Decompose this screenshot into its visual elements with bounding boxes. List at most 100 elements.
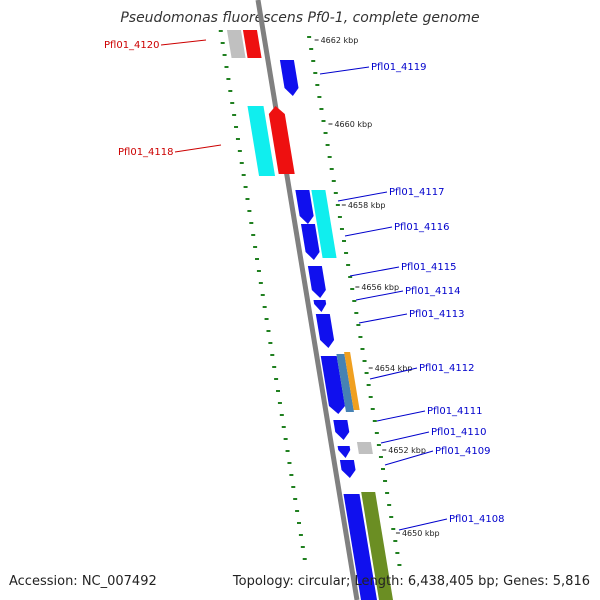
gc-dot-left: [291, 486, 296, 488]
gene-label-leader: [349, 266, 400, 277]
gc-dot-left: [234, 126, 239, 128]
gene-feature: [336, 354, 354, 412]
gene-feature: [300, 224, 320, 260]
gc-dot-right: [362, 360, 367, 362]
gc-dot-right: [383, 480, 388, 482]
gc-dot-right: [350, 288, 355, 290]
tick-label: 4656 kbp: [361, 283, 399, 292]
gc-dot-right: [368, 396, 373, 398]
tick-label: 4662 kbp: [321, 36, 359, 45]
gc-dot-left: [272, 366, 277, 368]
gc-dot-track: [218, 30, 402, 566]
gc-dot-left: [232, 114, 237, 116]
gc-dot-right: [364, 372, 369, 374]
gene-feature: [247, 106, 276, 176]
tick-label: 4654 kbp: [375, 364, 413, 373]
gc-dot-left: [230, 102, 235, 104]
gene-label: Pfl01_4114: [405, 286, 461, 297]
gene-label-leader: [355, 290, 404, 301]
gc-dot-left: [247, 210, 252, 212]
gc-dot-left: [295, 510, 300, 512]
gene-label-leader: [380, 431, 430, 444]
gene-label: Pfl01_4111: [427, 406, 483, 417]
gene-label: Pfl01_4110: [431, 427, 487, 438]
gene-feature: [356, 442, 373, 454]
gene-label: Pfl01_4118: [118, 147, 174, 158]
gene-feature: [242, 30, 262, 58]
gc-dot-right: [348, 276, 353, 278]
gc-dot-left: [285, 450, 290, 452]
gc-dot-right: [372, 420, 377, 422]
gc-dot-left: [300, 546, 305, 548]
gene-feature: [361, 492, 393, 600]
gc-dot-left: [268, 342, 273, 344]
gene-label-leader: [344, 226, 393, 237]
gene-label-leader: [319, 66, 370, 75]
gene-label-leader: [160, 39, 207, 46]
gene-label: Pfl01_4115: [401, 262, 457, 273]
gene-label: Pfl01_4120: [104, 40, 160, 51]
gc-dot-right: [397, 564, 402, 566]
gene-label: Pfl01_4117: [389, 187, 445, 198]
gc-dot-left: [239, 162, 244, 164]
gc-dot-right: [342, 240, 347, 242]
gene-feature: [344, 352, 360, 410]
gene-feature: [226, 30, 246, 58]
tick-label: 4650 kbp: [402, 529, 440, 538]
gc-dot-left: [220, 42, 225, 44]
tick-track: 4662 kbp 4660 kbp 4658 kbp 4656 kbp 4654 kbp…: [314, 36, 440, 538]
gc-dot-right: [356, 324, 361, 326]
gc-dot-right: [389, 516, 394, 518]
gene-feature: [295, 190, 314, 224]
gene-feature: [320, 356, 345, 414]
gc-dot-left: [228, 90, 233, 92]
gc-dot-left: [264, 318, 269, 320]
gc-dot-right: [391, 528, 396, 530]
map-title: Pseudomonas fluorescens Pf0-1, complete …: [120, 10, 480, 26]
gc-dot-right: [354, 312, 359, 314]
gene-feature: [279, 60, 299, 96]
gene-label: Pfl01_4108: [449, 514, 505, 525]
gc-dot-right: [321, 120, 326, 122]
gc-dot-left: [298, 534, 303, 536]
genome-backbone: [255, 0, 360, 600]
gene-feature: [337, 446, 351, 458]
tick-label: 4652 kbp: [388, 446, 426, 455]
feature-track: [226, 30, 393, 600]
gc-dot-right: [393, 540, 398, 542]
gc-dot-left: [226, 78, 231, 80]
gc-dot-right: [311, 60, 316, 62]
gc-dot-right: [331, 180, 336, 182]
gc-dot-left: [218, 30, 223, 32]
gc-dot-right: [378, 456, 383, 458]
gene-label-leader: [369, 367, 418, 380]
gc-dot-right: [317, 96, 322, 98]
gc-dot-right: [335, 204, 340, 206]
gc-dot-right: [381, 468, 386, 470]
gene-label-leader: [174, 144, 222, 153]
gene-feature: [343, 494, 377, 600]
gc-dot-right: [358, 336, 363, 338]
gc-dot-left: [283, 438, 288, 440]
gene-label-leader: [376, 410, 426, 422]
gc-dot-left: [281, 426, 286, 428]
gc-dot-left: [293, 498, 298, 500]
gc-dot-right: [370, 408, 375, 410]
gc-dot-right: [352, 300, 357, 302]
gc-dot-right: [360, 348, 365, 350]
gc-dot-left: [277, 402, 282, 404]
genome-summary-text: Topology: circular; Length: 6,438,405 bp…: [232, 574, 590, 589]
gene-feature: [313, 300, 327, 312]
gc-dot-right: [395, 552, 400, 554]
gc-dot-right: [385, 492, 390, 494]
gene-feature: [307, 266, 326, 298]
accession-text: Accession: NC_007492: [9, 574, 157, 589]
gc-dot-left: [237, 150, 242, 152]
gc-dot-left: [224, 66, 229, 68]
gene-label-leader: [384, 450, 434, 466]
gc-dot-left: [251, 234, 256, 236]
gc-dot-right: [333, 192, 338, 194]
gene-label: Pfl01_4113: [409, 309, 465, 320]
gc-dot-left: [255, 258, 260, 260]
gc-dot-right: [387, 504, 392, 506]
